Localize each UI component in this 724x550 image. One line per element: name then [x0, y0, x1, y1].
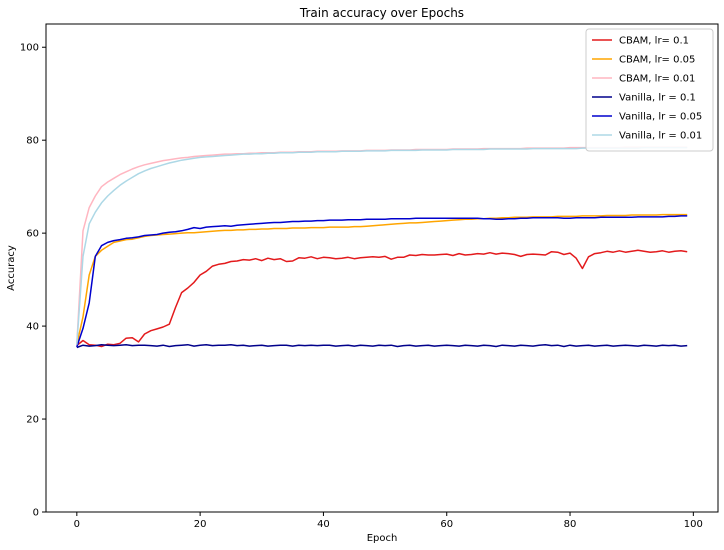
- x-tick-label-1: 20: [194, 519, 207, 530]
- y-tick-label-2: 40: [26, 322, 39, 333]
- y-tick-label-1: 20: [26, 415, 39, 426]
- x-tick-label-3: 60: [440, 519, 453, 530]
- x-tick-label-0: 0: [74, 519, 80, 530]
- x-tick-label-4: 80: [564, 519, 577, 530]
- legend-box: [585, 28, 714, 152]
- series-line-5: [76, 146, 688, 345]
- legend-label-2: CBAM, lr= 0.01: [619, 74, 695, 85]
- legend-label-1: CBAM, lr= 0.05: [619, 55, 695, 66]
- series-layer: [76, 146, 688, 349]
- y-tick-label-0: 0: [33, 508, 39, 519]
- x-axis-label: Epoch: [367, 533, 398, 544]
- y-axis-label: Accuracy: [6, 245, 17, 291]
- y-tick-label-5: 100: [20, 43, 39, 54]
- legend-label-5: Vanilla, lr = 0.01: [619, 131, 702, 142]
- x-tick-label-5: 100: [684, 519, 703, 530]
- y-tick-label-3: 60: [26, 229, 39, 240]
- plot-frame: [45, 23, 719, 513]
- legend-label-4: Vanilla, lr = 0.05: [619, 112, 702, 123]
- series-line-1: [76, 213, 688, 345]
- legend-label-0: CBAM, lr= 0.1: [619, 36, 689, 47]
- series-line-3: [76, 343, 688, 349]
- x-tick-label-2: 40: [317, 519, 330, 530]
- y-tick-label-4: 80: [26, 136, 39, 147]
- series-line-4: [76, 215, 688, 348]
- chart-title: Train accuracy over Epochs: [299, 6, 464, 20]
- axes-layer: 0 20 40 60 80 100 0 20 40 60 80 100: [20, 43, 703, 530]
- legend-label-3: Vanilla, lr = 0.1: [619, 93, 696, 104]
- legend: CBAM, lr= 0.1 CBAM, lr= 0.05 CBAM, lr= 0.0…: [585, 28, 714, 152]
- series-line-0: [76, 249, 688, 348]
